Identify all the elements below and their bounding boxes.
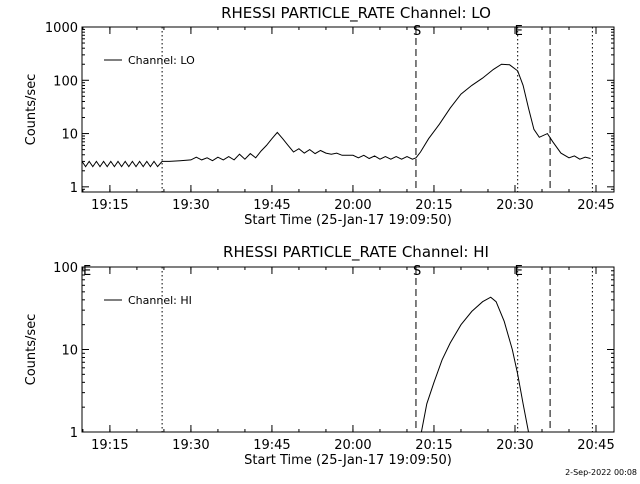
- x-tick-label: 19:15: [91, 438, 128, 453]
- x-tick-label: 20:45: [577, 198, 614, 213]
- panel-hi: RHESSI PARTICLE_RATE Channel: HI S E E 19:15…: [24, 243, 615, 468]
- x-tick-label: 20:45: [577, 438, 614, 453]
- footer-date: 2-Sep-2022 00:08: [565, 468, 637, 477]
- y-tick-label: 1000: [45, 21, 78, 36]
- chart-title: RHESSI PARTICLE_RATE Channel: HI: [223, 243, 489, 262]
- x-tick-label: 19:15: [91, 198, 128, 213]
- x-tick-label: 20:30: [496, 438, 533, 453]
- x-axis-label: Start Time (25-Jan-17 19:09:50): [244, 213, 452, 228]
- y-tick-label: 100: [53, 261, 78, 276]
- x-tick-label: 19:45: [253, 438, 290, 453]
- x-tick-label: 20:00: [334, 438, 371, 453]
- x-tick-label: 20:30: [496, 198, 533, 213]
- y-tick-label: 1: [70, 426, 78, 441]
- x-tick-label: 20:15: [415, 438, 452, 453]
- panel-lo: RHESSI PARTICLE_RATE Channel: LOS E 19:15 1…: [24, 4, 615, 228]
- y-tick-label: 10: [61, 128, 78, 143]
- corner-label: E: [83, 264, 91, 279]
- legend-label: Channel: HI: [128, 294, 192, 307]
- x-tick-label: 20:00: [334, 198, 371, 213]
- plot-frame: [81, 26, 615, 193]
- chart-title: RHESSI PARTICLE_RATE Channel: LO: [221, 4, 491, 23]
- marker-label: E: [515, 264, 523, 279]
- y-tick-label: 10: [61, 344, 78, 359]
- marker-label: S: [413, 264, 421, 279]
- legend-label: Channel: LO: [128, 54, 195, 67]
- series-line: [81, 63, 591, 168]
- x-tick-label: 19:30: [172, 438, 209, 453]
- y-tick-label: 1: [70, 181, 78, 196]
- marker-label: S: [413, 24, 421, 39]
- y-axis-label: Counts/sec: [24, 74, 39, 146]
- y-axis-label: Counts/sec: [24, 314, 39, 386]
- marker-label: E: [515, 24, 523, 39]
- x-tick-label: 19:45: [253, 198, 290, 213]
- x-axis-label: Start Time (25-Jan-17 19:09:50): [244, 453, 452, 468]
- x-tick-label: 19:30: [172, 198, 209, 213]
- x-tick-label: 20:15: [415, 198, 452, 213]
- series-line: [420, 296, 529, 433]
- y-tick-label: 100: [53, 74, 78, 89]
